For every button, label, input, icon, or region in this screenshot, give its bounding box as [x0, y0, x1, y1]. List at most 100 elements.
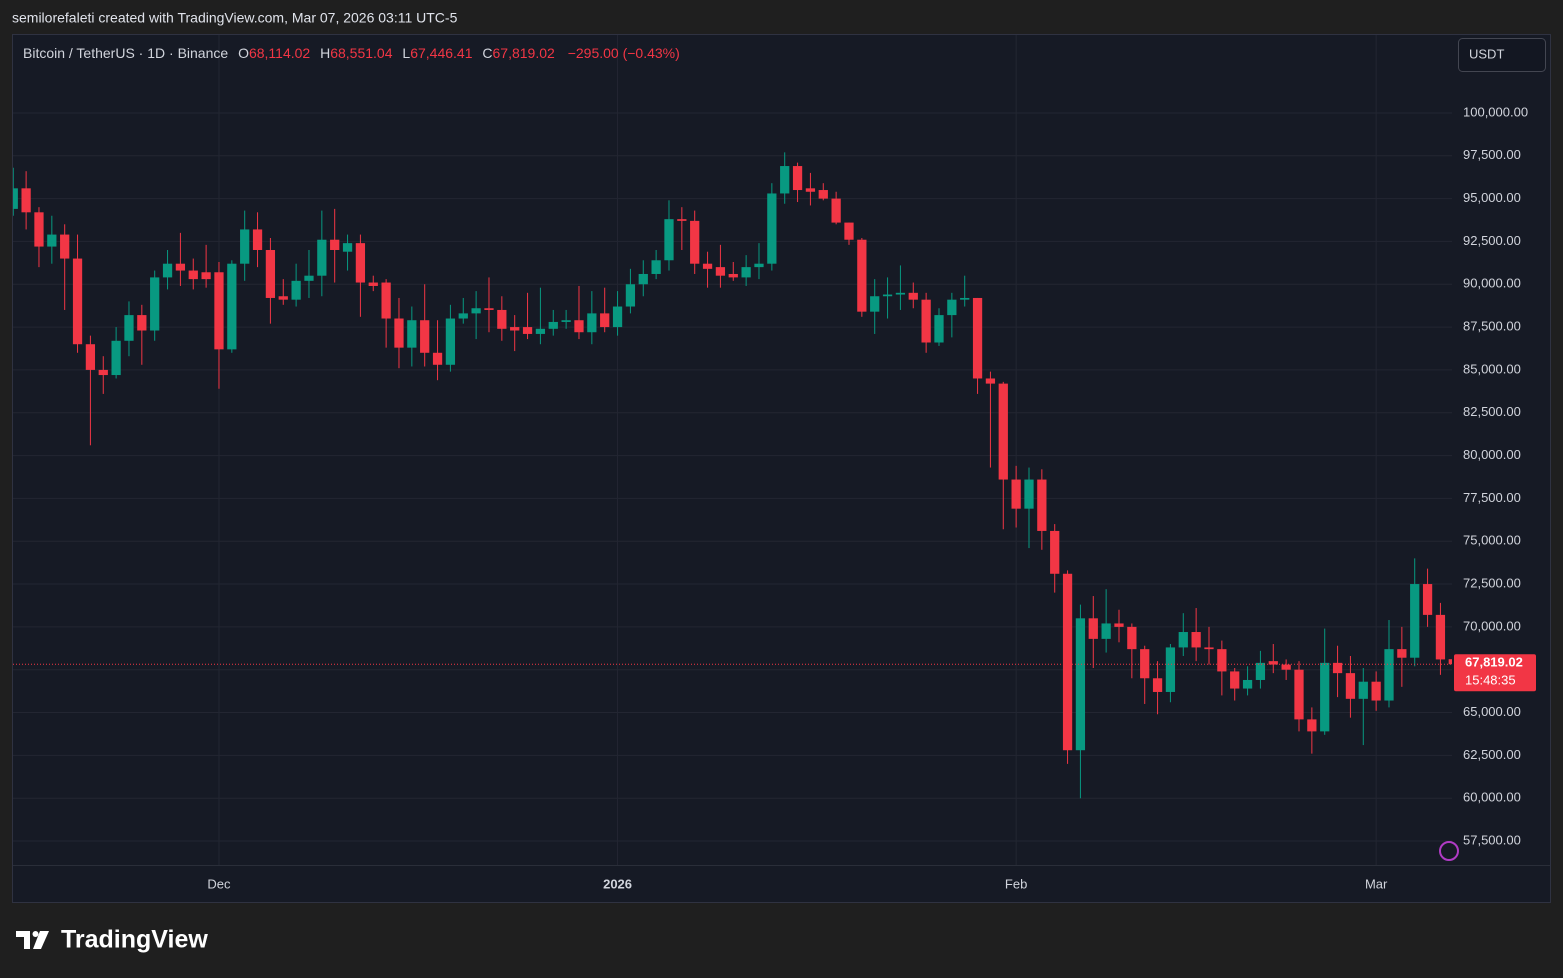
- candle-body: [368, 282, 378, 286]
- candle-body: [240, 229, 250, 264]
- legend-prefix: H: [320, 45, 330, 61]
- candle-body: [420, 320, 430, 353]
- candle-body: [805, 188, 816, 192]
- header-text: semilorefaleti created with TradingView.…: [12, 10, 458, 26]
- x-tick-label: Feb: [1005, 876, 1027, 891]
- y-tick-label: 60,000.00: [1463, 790, 1521, 805]
- legend-prefix: O: [238, 45, 249, 61]
- candle-body: [1332, 662, 1343, 674]
- candle-body: [1294, 669, 1304, 720]
- x-tick-label: 2026: [603, 876, 632, 891]
- logo-mark: [16, 931, 30, 949]
- candle-body: [638, 273, 648, 285]
- y-tick-label: 95,000.00: [1463, 190, 1521, 205]
- candle-body: [895, 292, 906, 295]
- legend-value: 68,551.04: [330, 45, 392, 61]
- currency-label[interactable]: USDT: [1469, 46, 1504, 61]
- y-tick-label: 92,500.00: [1463, 233, 1521, 248]
- candle-body: [445, 318, 456, 365]
- candle-body: [870, 296, 880, 312]
- candle-body: [72, 258, 83, 345]
- candle-body: [1178, 632, 1188, 648]
- candle-body: [972, 297, 983, 379]
- candle-body: [535, 328, 546, 334]
- y-tick-label: 77,500.00: [1463, 490, 1521, 505]
- candle-body: [381, 282, 391, 319]
- candle-body: [1281, 664, 1291, 670]
- candle-body: [1410, 584, 1420, 658]
- candle-body: [265, 249, 276, 298]
- candle-body: [1230, 671, 1240, 689]
- candle-body: [1191, 632, 1201, 648]
- symbol-legend: Bitcoin / TetherUS · 1D · Binance O68,11…: [23, 45, 680, 61]
- candle-body: [175, 263, 186, 271]
- brand-logo: TradingView: [16, 926, 208, 954]
- candle-body: [21, 188, 31, 213]
- candle-body: [882, 294, 893, 297]
- candle-body: [458, 313, 468, 319]
- candle-body: [1217, 649, 1227, 672]
- countdown-label: 15:48:35: [1465, 673, 1516, 688]
- candle-body: [844, 222, 854, 240]
- candle-body: [1268, 661, 1278, 665]
- y-tick-label: 87,500.00: [1463, 319, 1521, 334]
- candle-body: [818, 190, 828, 199]
- currency-button[interactable]: [1458, 38, 1546, 72]
- candle-body: [651, 260, 661, 274]
- legend-value: 67,446.41: [410, 45, 472, 61]
- candle-body: [1320, 662, 1330, 732]
- candle-body: [432, 352, 443, 365]
- legend-value: 68,114.02: [249, 45, 310, 61]
- x-tick-label: Dec: [207, 876, 231, 891]
- candle-body: [1384, 649, 1394, 701]
- candle-body: [574, 320, 584, 333]
- candle-body: [690, 220, 700, 264]
- candle-body: [1152, 678, 1163, 692]
- candle-body: [934, 315, 944, 343]
- plot-area: [13, 152, 1452, 799]
- candle-body: [342, 243, 353, 252]
- candle-body: [137, 315, 147, 331]
- legend-prefix: C: [482, 45, 492, 61]
- candle-body: [1345, 673, 1356, 699]
- y-tick-label: 75,000.00: [1463, 533, 1521, 548]
- candle-body: [702, 263, 713, 269]
- candle-body: [510, 327, 520, 331]
- candle-body: [1242, 679, 1253, 689]
- candle-body: [677, 219, 687, 221]
- candle-body: [85, 344, 96, 370]
- candle-body: [522, 327, 533, 334]
- candle-body: [1358, 681, 1368, 699]
- candle-body: [407, 320, 417, 348]
- logo-mark: [33, 931, 49, 949]
- candle-body: [124, 315, 134, 341]
- y-tick-label: 72,500.00: [1463, 575, 1521, 590]
- candle-body: [947, 299, 957, 316]
- y-tick-label: 97,500.00: [1463, 147, 1521, 162]
- brand-name: TradingView: [61, 926, 208, 954]
- candle-body: [664, 219, 674, 261]
- candle-body: [1140, 649, 1150, 679]
- candle-body: [291, 280, 301, 300]
- grid: [13, 35, 1452, 865]
- candle-body: [1011, 479, 1021, 509]
- candle-body: [98, 369, 108, 376]
- candle-body: [612, 306, 623, 328]
- candle-body: [394, 318, 404, 348]
- candle-body: [471, 308, 481, 314]
- candle-body: [497, 309, 507, 329]
- alert-icon[interactable]: [1439, 841, 1459, 861]
- candle-body: [1127, 626, 1137, 650]
- candle-body: [227, 263, 237, 350]
- candle-body: [484, 308, 494, 310]
- chart-frame: [12, 34, 1551, 903]
- candle-body: [1255, 662, 1266, 680]
- candle-body: [767, 193, 777, 264]
- candle-body: [998, 383, 1008, 480]
- candle-body: [1037, 479, 1047, 531]
- candle-body: [162, 263, 173, 278]
- y-tick-label: 57,500.00: [1463, 832, 1521, 847]
- candle-body: [587, 313, 597, 333]
- legend-value: 67,819.02: [493, 45, 555, 61]
